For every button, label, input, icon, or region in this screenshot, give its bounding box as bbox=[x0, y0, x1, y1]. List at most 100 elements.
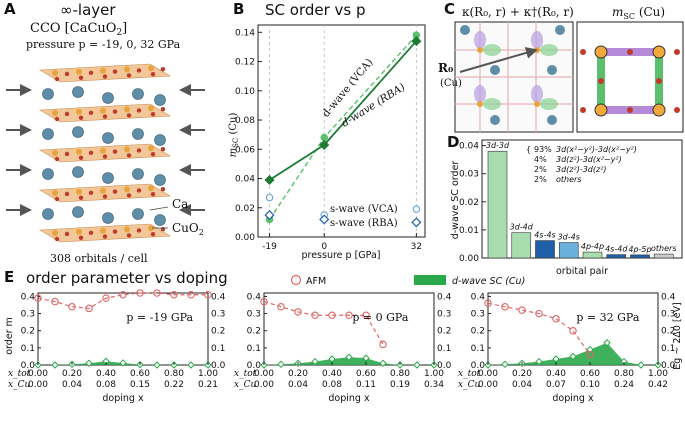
cu-atom bbox=[100, 227, 106, 234]
chart-e-frame bbox=[37, 292, 209, 366]
o-atom bbox=[102, 74, 108, 79]
ca-row bbox=[42, 206, 166, 226]
r0-arrow bbox=[459, 47, 538, 73]
chart-e-ytick-left: 0.3 bbox=[21, 310, 35, 320]
ca-atom bbox=[102, 92, 114, 104]
chart-e-afm-point bbox=[311, 311, 319, 320]
ca-atom bbox=[42, 208, 54, 220]
cu-atom bbox=[148, 185, 154, 192]
chart-e-afm-point bbox=[586, 350, 594, 359]
ca-atom bbox=[490, 65, 500, 75]
orbitals-per-cell: 308 orbitals / cell bbox=[50, 252, 148, 265]
chart-b-ytick-label: 0.00 bbox=[235, 233, 255, 243]
chart-d-frame bbox=[481, 139, 683, 259]
r0-label: R₀ bbox=[438, 61, 453, 75]
ca-atom bbox=[132, 128, 144, 140]
o-atom bbox=[102, 194, 108, 199]
o-atom bbox=[126, 233, 132, 238]
chart-b-point bbox=[264, 210, 275, 221]
ca-label: Ca bbox=[172, 197, 188, 211]
chart-e-xtot-label: 0.60 bbox=[356, 369, 376, 379]
o-atom bbox=[54, 76, 60, 82]
chart-b-point bbox=[412, 205, 421, 214]
chart-e-ytick-left: 0.2 bbox=[21, 327, 35, 337]
chart-e-sc-area bbox=[488, 342, 658, 365]
chart-b-xtick-label: -19 bbox=[262, 242, 277, 252]
chart-e-xtot-label: 0.20 bbox=[512, 369, 532, 379]
chart-e-ytick-left: 0.1 bbox=[247, 344, 261, 354]
chart-e-afm-point bbox=[294, 308, 302, 316]
ca-atom bbox=[154, 214, 166, 226]
chart-d-bar bbox=[511, 232, 532, 259]
chart-e-xtot-label: 0.40 bbox=[546, 369, 566, 379]
chart-b-xtick-label: 0 bbox=[321, 242, 327, 252]
chart-b-point bbox=[411, 36, 422, 47]
chart-e-xtot-label: 0.80 bbox=[614, 369, 634, 379]
label-swave-rba: s-wave (RBA) bbox=[330, 218, 398, 229]
o-site bbox=[627, 49, 633, 55]
chart-e-sc-point bbox=[569, 352, 577, 361]
cuo2-layer bbox=[39, 143, 171, 163]
chart-e-ytick-right: 0.3 bbox=[211, 310, 225, 320]
chart-e-xcu-label: 0.42 bbox=[648, 380, 668, 390]
chart-d-ytick-label: 0.01 bbox=[459, 226, 479, 236]
chart-d-bar bbox=[606, 254, 627, 259]
chart-d-bar-label: 4p-4p bbox=[581, 242, 604, 251]
chart-e-sc-point bbox=[153, 361, 161, 369]
orbital-lobe-green bbox=[540, 44, 558, 56]
chart-b-series-line bbox=[268, 34, 417, 220]
chart-d-ytick-label: 0.02 bbox=[459, 198, 479, 208]
chart-e-afm-point bbox=[85, 304, 93, 313]
chart-e-afm-point bbox=[535, 309, 543, 318]
ca-atom bbox=[102, 212, 114, 224]
chart-e-sc-point bbox=[85, 359, 93, 367]
legend-sc-label: d-wave SC (Cu) bbox=[452, 276, 525, 287]
legend-entry: 3d(z²)-3d(x²−y²) bbox=[556, 155, 622, 164]
chart-e-ytick-left: 0.1 bbox=[21, 344, 35, 354]
chart-b-series-line bbox=[269, 40, 418, 181]
chart-b-ytick-label: 0.12 bbox=[235, 58, 255, 68]
cu-atom bbox=[100, 107, 106, 114]
panel-a-pressure: pressure p = -19, 0, 32 GPa bbox=[26, 38, 181, 51]
o-atom bbox=[78, 235, 84, 240]
chart-e-sc-point bbox=[277, 360, 285, 369]
chart-e-ytick-right: 0.3 bbox=[661, 310, 675, 320]
ca-atom bbox=[132, 208, 144, 220]
chart-e-sc-point bbox=[413, 361, 421, 369]
o-atom bbox=[150, 72, 156, 77]
cuo2-plane bbox=[39, 103, 171, 123]
ca-row bbox=[42, 166, 166, 186]
orbital-lobe-green bbox=[483, 44, 501, 56]
cuo2-plane bbox=[39, 223, 171, 243]
chart-e-annotation: p = -19 GPa bbox=[126, 311, 193, 324]
legend-pct: 4% bbox=[534, 155, 547, 164]
cuo2-plane bbox=[39, 183, 171, 203]
chart-d-bar-label: 4s-4d bbox=[605, 245, 628, 254]
chart-e-xtot-label: 0.00 bbox=[28, 369, 48, 379]
ca-atom bbox=[555, 25, 565, 35]
chart-e-afm-point bbox=[51, 297, 59, 306]
o-atom bbox=[54, 156, 60, 162]
panel-c-title-right: mSC (Cu) bbox=[612, 5, 665, 21]
chart-b-point bbox=[319, 139, 330, 150]
o-site bbox=[580, 49, 586, 55]
cu-atom bbox=[477, 101, 483, 107]
chart-e-sc-point bbox=[311, 357, 319, 366]
ca-atom bbox=[102, 172, 114, 184]
ca-atom bbox=[42, 168, 54, 180]
chart-d-bar-label: 3d-3d bbox=[486, 141, 510, 150]
o-atom bbox=[102, 234, 108, 239]
o-atom bbox=[160, 147, 166, 152]
ca-row bbox=[42, 126, 166, 146]
panel-c-title-left: κ(R₀, r) + κ†(R₀, r) bbox=[462, 5, 574, 19]
chart-e-xtot-label: 1.00 bbox=[424, 369, 444, 379]
panel-e-title: order parameter vs doping bbox=[26, 269, 228, 287]
chart-e-xlabel: doping x bbox=[328, 393, 370, 404]
chart-e-afm-point bbox=[260, 297, 268, 306]
o-atom bbox=[78, 195, 84, 200]
legend-afm-label: AFM bbox=[306, 276, 326, 287]
chart-e-xcu-label: 0.00 bbox=[28, 380, 48, 390]
